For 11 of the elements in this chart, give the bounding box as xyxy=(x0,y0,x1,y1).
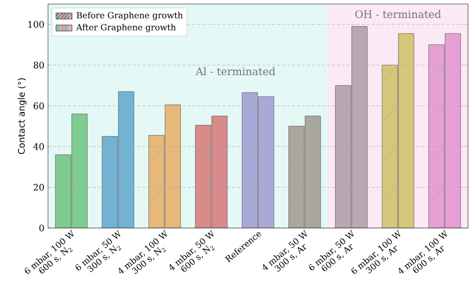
y-tick-label: 40 xyxy=(33,143,44,150)
y-tick-label: 0 xyxy=(39,224,44,232)
band-label: Al - terminated xyxy=(196,67,276,76)
legend-label: Before Graphene growth xyxy=(76,12,183,20)
legend-label: After Graphene growth xyxy=(76,24,176,32)
y-tick-label: 60 xyxy=(34,102,44,110)
y-tick-label: 20 xyxy=(34,184,44,191)
band-label: OH - terminated xyxy=(355,10,441,18)
y-tick-label: 80 xyxy=(34,62,44,68)
y-tick-label: 100 xyxy=(28,20,44,28)
y-axis-title: Contact angle (°) xyxy=(18,78,26,154)
